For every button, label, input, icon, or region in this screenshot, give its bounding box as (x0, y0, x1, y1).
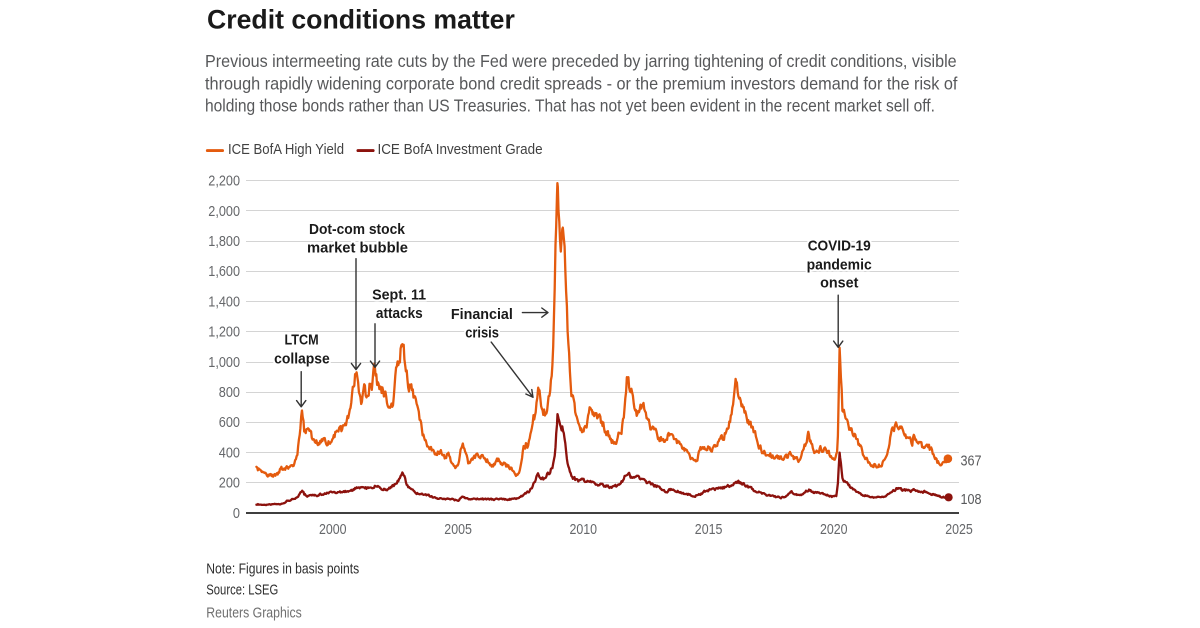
svg-text:2010: 2010 (570, 521, 598, 537)
svg-text:1,800: 1,800 (208, 232, 240, 249)
svg-text:Previous intermeeting rate cut: Previous intermeeting rate cuts by the F… (205, 52, 957, 72)
svg-text:367: 367 (961, 451, 982, 468)
svg-text:Credit conditions matter: Credit conditions matter (207, 4, 515, 34)
svg-text:1,400: 1,400 (208, 292, 240, 309)
svg-text:2015: 2015 (695, 521, 723, 537)
svg-text:200: 200 (219, 474, 240, 491)
svg-text:Reuters Graphics: Reuters Graphics (206, 605, 302, 621)
svg-text:crisis: crisis (465, 325, 499, 341)
svg-text:LTCM: LTCM (285, 332, 319, 348)
svg-text:ICE BofA Investment Grade: ICE BofA Investment Grade (378, 140, 543, 157)
svg-text:2025: 2025 (945, 521, 973, 537)
svg-text:onset: onset (820, 276, 858, 292)
svg-text:through rapidly widening corpo: through rapidly widening corporate bond … (205, 74, 958, 94)
svg-text:2000: 2000 (319, 521, 347, 537)
svg-text:1,600: 1,600 (208, 262, 240, 279)
svg-text:1,200: 1,200 (208, 323, 240, 340)
svg-text:Note: Figures in basis points: Note: Figures in basis points (206, 560, 359, 576)
svg-text:800: 800 (219, 383, 240, 400)
svg-text:collapse: collapse (274, 351, 330, 367)
svg-text:Dot-com stock: Dot-com stock (309, 222, 405, 238)
svg-text:attacks: attacks (376, 304, 423, 321)
svg-text:Source: LSEG: Source: LSEG (206, 581, 278, 598)
svg-text:0: 0 (233, 504, 240, 521)
svg-text:ICE BofA High Yield: ICE BofA High Yield (228, 140, 344, 157)
svg-text:2020: 2020 (820, 521, 848, 537)
svg-text:Sept. 11: Sept. 11 (372, 287, 426, 303)
svg-text:2,000: 2,000 (208, 202, 240, 219)
svg-text:COVID-19: COVID-19 (808, 237, 871, 253)
svg-text:market bubble: market bubble (307, 241, 408, 257)
svg-text:holding those bonds rather tha: holding those bonds rather than US Treas… (205, 97, 935, 116)
svg-text:2,200: 2,200 (208, 172, 240, 189)
svg-text:108: 108 (961, 490, 982, 507)
svg-text:400: 400 (219, 443, 240, 460)
svg-text:Financial: Financial (451, 307, 513, 323)
svg-text:2005: 2005 (444, 521, 472, 537)
svg-text:1,000: 1,000 (208, 353, 240, 370)
svg-text:600: 600 (219, 413, 240, 430)
svg-text:pandemic: pandemic (807, 257, 872, 273)
